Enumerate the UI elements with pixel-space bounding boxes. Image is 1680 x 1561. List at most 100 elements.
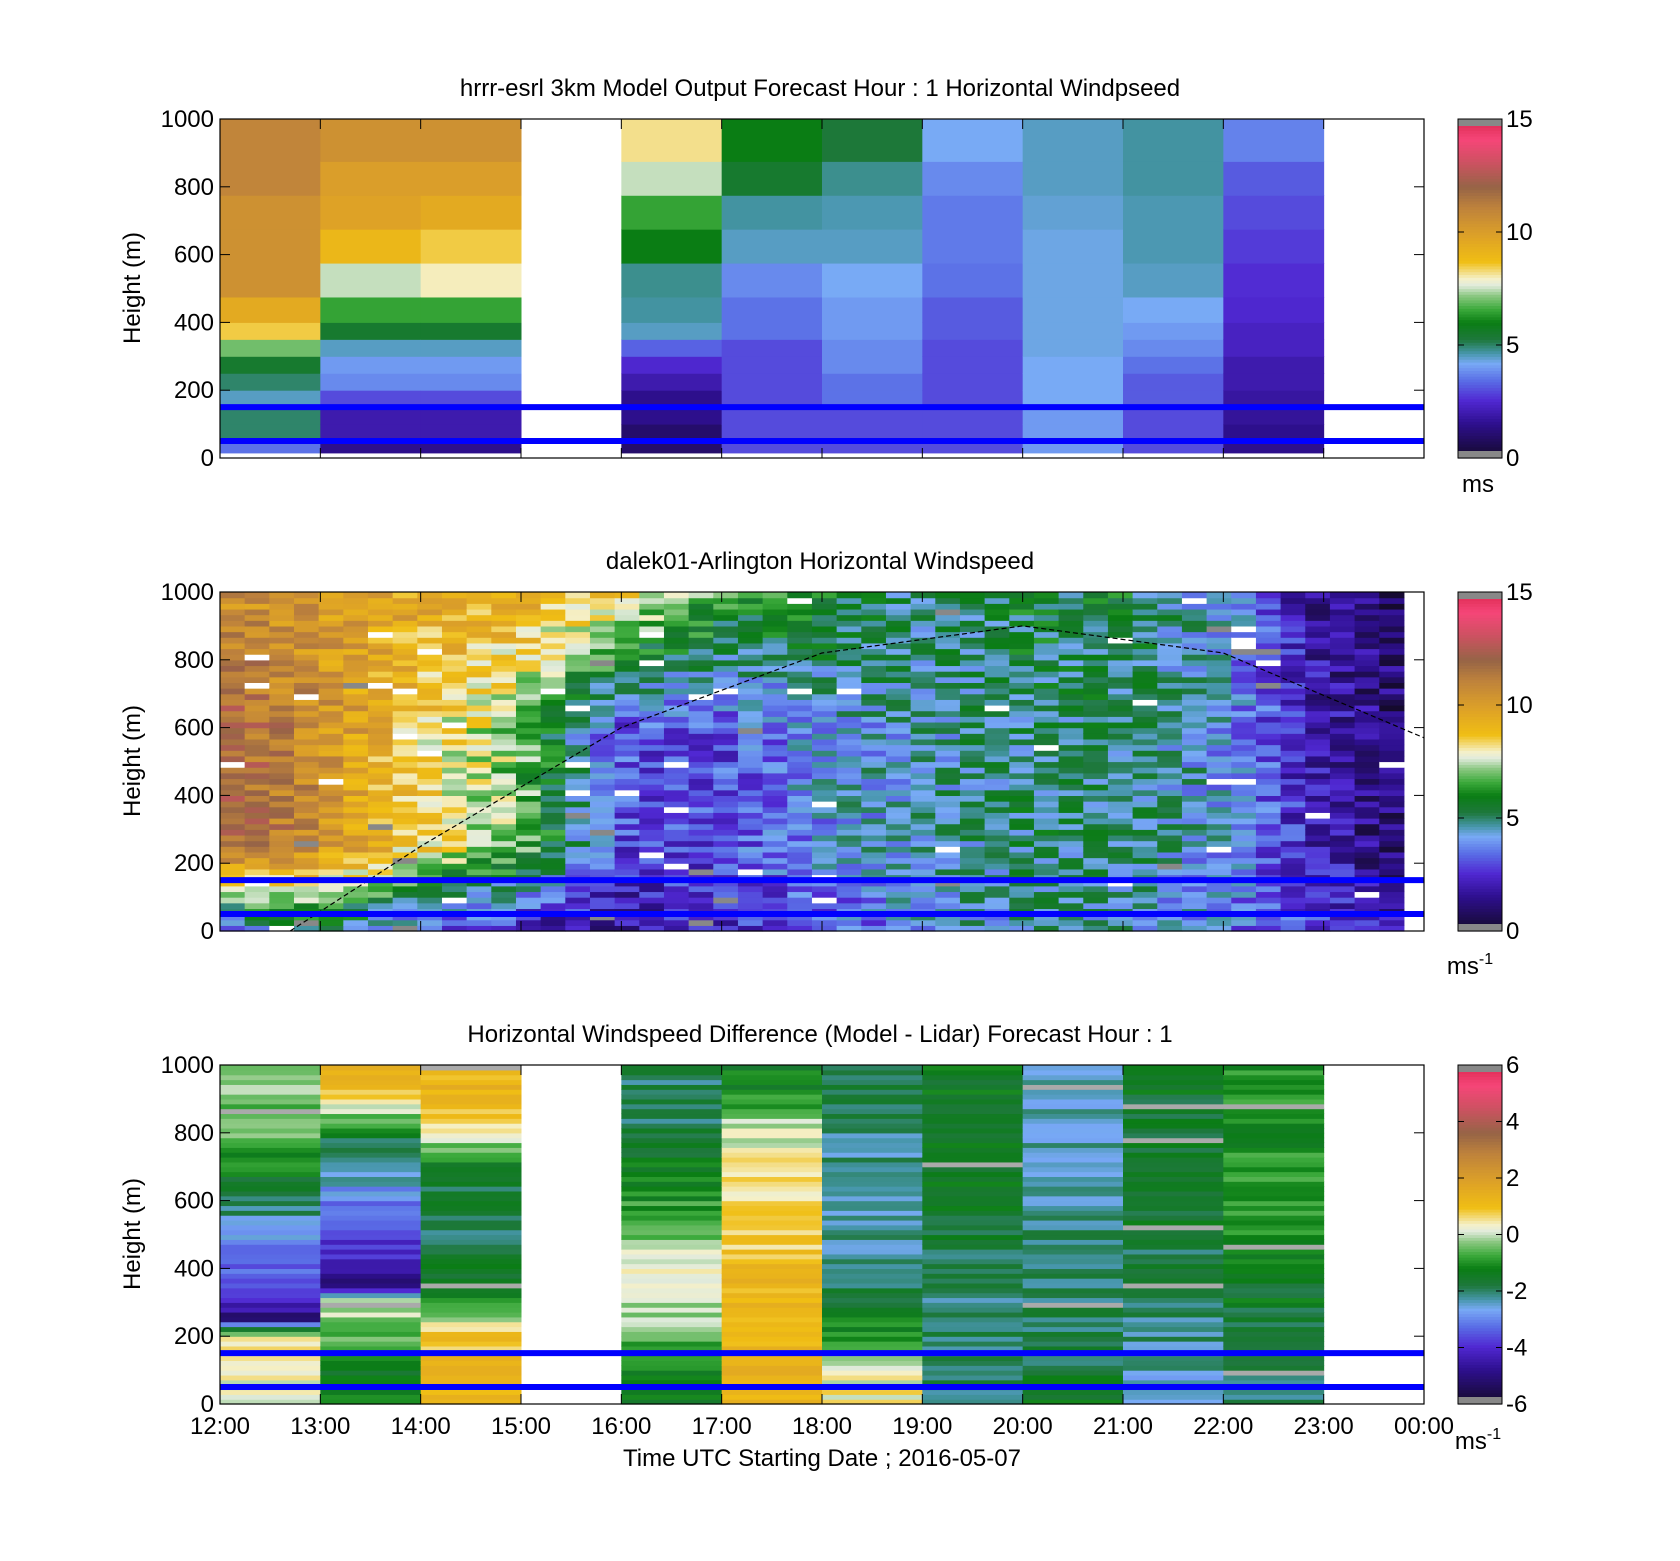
heatmap-cell — [1223, 1215, 1325, 1221]
heatmap-cell — [1058, 654, 1084, 661]
heatmap-cell — [441, 659, 468, 667]
heatmap-cell — [959, 772, 986, 780]
heatmap-cell — [1223, 1365, 1325, 1371]
heatmap-cell — [293, 744, 320, 751]
heatmap-cell — [1181, 625, 1208, 633]
heatmap-cell — [836, 801, 862, 808]
colorbar-segment — [1458, 240, 1502, 244]
heatmap-cell — [910, 818, 936, 825]
heatmap-cell — [1123, 1142, 1224, 1148]
heatmap-cell — [1107, 812, 1134, 819]
heatmap-cell — [220, 1345, 321, 1352]
heatmap-cell — [1009, 659, 1035, 667]
heatmap-cell — [1123, 1331, 1224, 1337]
heatmap-cell — [639, 682, 665, 689]
heatmap-cell — [269, 818, 295, 825]
heatmap-cell — [621, 1210, 723, 1216]
heatmap-cell — [515, 891, 542, 898]
heatmap-cell — [1305, 829, 1331, 836]
colorbar-segment — [1458, 642, 1502, 647]
heatmap-cell — [1379, 738, 1405, 746]
heatmap-cell — [540, 738, 566, 746]
heatmap-cell — [441, 891, 468, 898]
heatmap-cell — [1123, 373, 1224, 391]
colorbar-segment — [1458, 1288, 1502, 1292]
heatmap-cell — [1009, 733, 1035, 740]
heatmap-cell — [1157, 914, 1183, 921]
heatmap-cell — [1181, 676, 1208, 683]
heatmap-cell — [787, 625, 813, 633]
heatmap-cell — [565, 620, 591, 627]
heatmap-cell — [293, 654, 320, 661]
heatmap-cell — [1083, 682, 1109, 689]
heatmap-cell — [885, 885, 912, 893]
heatmap-cell — [491, 919, 517, 926]
heatmap-cell — [787, 665, 813, 672]
heatmap-cell — [663, 699, 690, 706]
colorbar-segment — [1458, 150, 1502, 154]
heatmap-cell — [822, 1365, 923, 1371]
heatmap-cell — [910, 902, 936, 909]
heatmap-cell — [1223, 1098, 1325, 1105]
heatmap-cell — [1379, 767, 1405, 774]
heatmap-cell — [1354, 620, 1380, 627]
heatmap-cell — [1354, 659, 1380, 667]
heatmap-cell — [885, 597, 912, 604]
heatmap-cell — [721, 1326, 823, 1332]
heatmap-cell — [1280, 603, 1306, 610]
heatmap-cell — [1058, 902, 1084, 909]
heatmap-cell — [762, 648, 788, 655]
heatmap-cell — [663, 637, 690, 644]
colorbar-segment — [1458, 1090, 1502, 1094]
heatmap-cell — [1123, 1118, 1224, 1124]
heatmap-cell — [565, 608, 591, 616]
heatmap-cell — [1223, 1399, 1325, 1405]
colorbar-segment — [1458, 1231, 1502, 1236]
heatmap-cell — [1223, 161, 1325, 196]
heatmap-cell — [1009, 851, 1035, 859]
heatmap-cell — [621, 1137, 723, 1144]
heatmap-cell — [1379, 919, 1405, 926]
heatmap-cell — [621, 1307, 723, 1313]
heatmap-cell — [737, 642, 764, 650]
heatmap-cell — [1132, 829, 1158, 836]
heatmap-cell — [621, 1113, 723, 1119]
heatmap-cell — [1354, 806, 1380, 813]
colorbar-segment — [1458, 631, 1502, 635]
heatmap-cell — [836, 620, 862, 627]
heatmap-cell — [466, 744, 492, 751]
colorbar-segment — [1458, 899, 1502, 904]
heatmap-cell — [565, 846, 591, 853]
heatmap-cell — [935, 648, 961, 655]
heatmap-cell — [589, 914, 616, 921]
heatmap-cell — [737, 654, 764, 661]
heatmap-cell — [721, 1321, 823, 1328]
heatmap-cell — [1280, 885, 1306, 893]
heatmap-cell — [1132, 750, 1158, 757]
heatmap-cell — [861, 834, 887, 842]
heatmap-cell — [935, 755, 961, 763]
heatmap-cell — [922, 1282, 1024, 1289]
heatmap-cell — [1009, 880, 1035, 887]
heatmap-cell — [392, 603, 418, 610]
heatmap-cell — [565, 642, 591, 650]
heatmap-cell — [320, 322, 422, 340]
heatmap-cell — [787, 778, 813, 785]
heatmap-cell — [1354, 614, 1380, 621]
heatmap-cell — [713, 772, 739, 780]
heatmap-cell — [861, 738, 887, 746]
heatmap-cell — [1083, 829, 1109, 836]
heatmap-cell — [1223, 1118, 1325, 1124]
heatmap-cell — [1132, 744, 1158, 751]
heatmap-cell — [885, 721, 912, 729]
heatmap-cell — [441, 665, 468, 672]
heatmap-cell — [861, 699, 887, 706]
heatmap-cell — [293, 603, 320, 610]
heatmap-cell — [811, 710, 838, 717]
heatmap-cell — [293, 885, 320, 893]
heatmap-cell — [1354, 857, 1380, 864]
heatmap-cell — [466, 592, 492, 599]
heatmap-cell — [811, 603, 838, 610]
heatmap-cell — [811, 834, 838, 842]
heatmap-cell — [721, 1074, 823, 1081]
